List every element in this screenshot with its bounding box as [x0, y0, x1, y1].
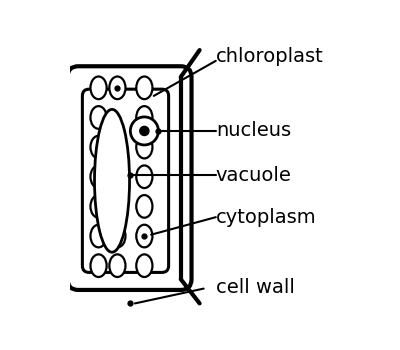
FancyBboxPatch shape	[68, 66, 192, 290]
Ellipse shape	[90, 166, 107, 188]
Text: vacuole: vacuole	[216, 166, 292, 185]
Ellipse shape	[136, 77, 152, 99]
Ellipse shape	[90, 195, 107, 218]
Ellipse shape	[136, 136, 152, 159]
Ellipse shape	[90, 254, 107, 277]
Ellipse shape	[90, 136, 107, 159]
Ellipse shape	[90, 225, 107, 247]
Ellipse shape	[136, 254, 152, 277]
Ellipse shape	[136, 195, 152, 218]
Text: chloroplast: chloroplast	[216, 47, 324, 66]
Text: nucleus: nucleus	[216, 121, 291, 140]
Ellipse shape	[94, 109, 130, 252]
Circle shape	[140, 126, 149, 135]
Ellipse shape	[136, 106, 152, 129]
FancyBboxPatch shape	[82, 89, 169, 272]
Ellipse shape	[90, 77, 107, 99]
Ellipse shape	[109, 254, 126, 277]
Circle shape	[130, 117, 158, 145]
Ellipse shape	[90, 106, 107, 129]
Text: cell wall: cell wall	[216, 278, 295, 297]
Text: cytoplasm: cytoplasm	[216, 208, 316, 227]
Ellipse shape	[109, 225, 126, 247]
Ellipse shape	[136, 225, 152, 247]
Ellipse shape	[109, 77, 126, 99]
Ellipse shape	[136, 166, 152, 188]
